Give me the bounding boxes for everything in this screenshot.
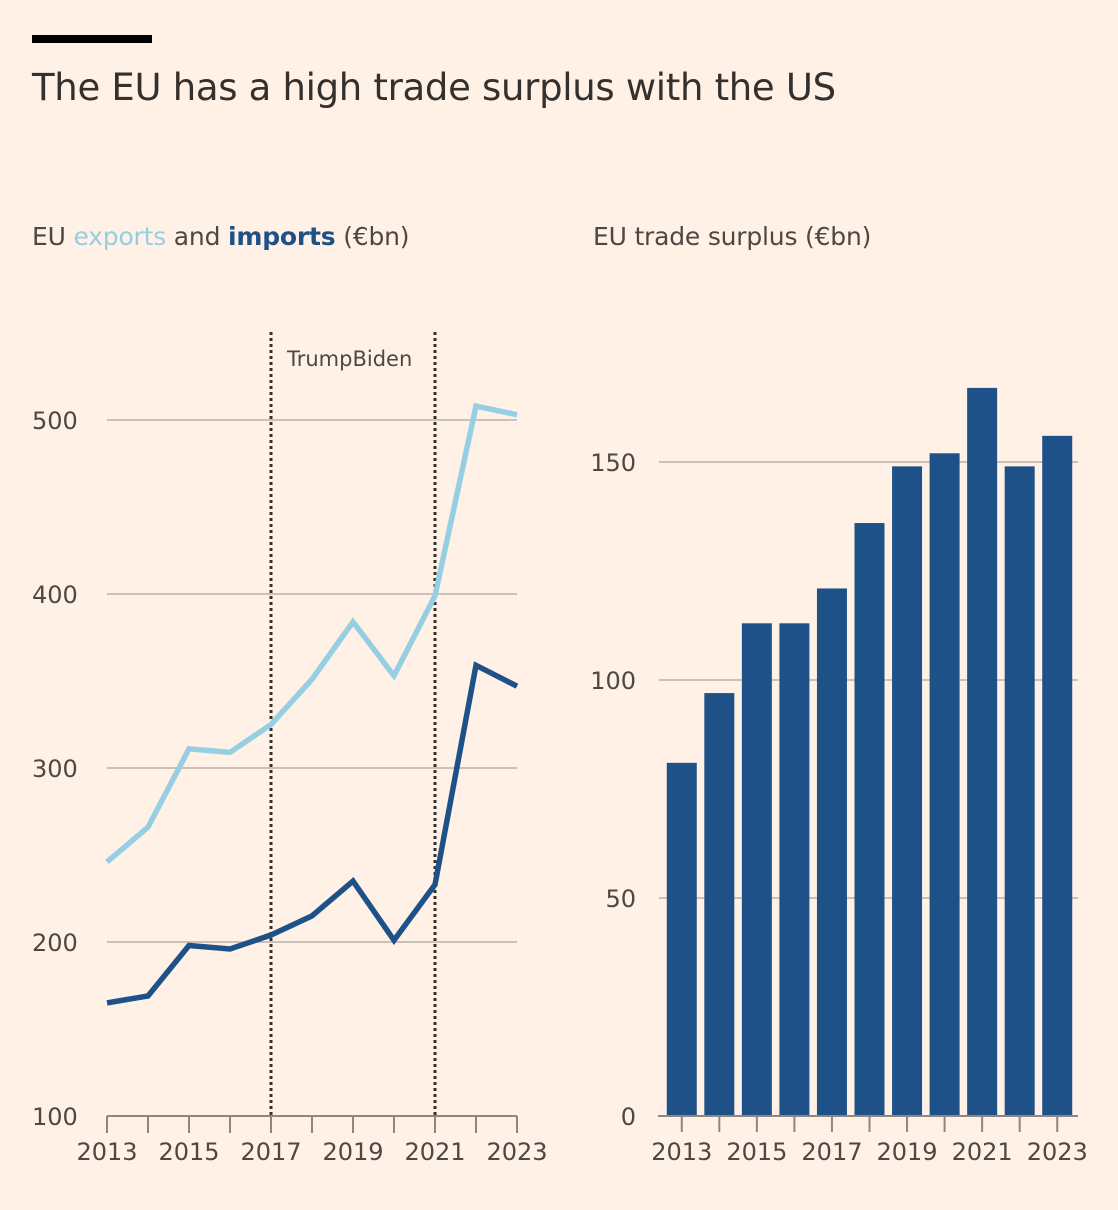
x-tick-label: 2021	[952, 1138, 1013, 1166]
x-tick-label: 2015	[158, 1138, 219, 1166]
annotation-label: TrumpBiden	[286, 347, 412, 371]
bar-2021	[967, 387, 998, 1116]
legend-exports: exports	[73, 222, 167, 251]
y-tick-label: 400	[32, 581, 78, 609]
y-tick-label: 300	[32, 755, 78, 783]
bar-2016	[779, 623, 810, 1116]
subtitle-prefix: EU	[32, 222, 74, 251]
x-tick-label: 2023	[1027, 1138, 1088, 1166]
bar-2020	[929, 453, 960, 1116]
x-tick-label: 2019	[322, 1138, 383, 1166]
bar-2017	[816, 588, 847, 1116]
left-chart-subtitle: EU exports and imports (€bn)	[32, 222, 410, 251]
y-tick-label: 100	[590, 667, 636, 695]
x-tick-label: 2013	[76, 1138, 137, 1166]
x-tick-label: 2015	[726, 1138, 787, 1166]
legend-imports: imports	[228, 222, 336, 251]
x-tick-label: 2017	[240, 1138, 301, 1166]
y-tick-label: 500	[32, 407, 78, 435]
x-tick-label: 2013	[651, 1138, 712, 1166]
bar-2015	[741, 623, 772, 1116]
bar-2022	[1004, 466, 1035, 1116]
bar-2023	[1042, 435, 1073, 1117]
chart-title: The EU has a high trade surplus with the…	[32, 66, 836, 109]
x-tick-label: 2021	[404, 1138, 465, 1166]
y-tick-label: 0	[621, 1103, 636, 1131]
y-tick-label: 50	[605, 885, 636, 913]
bar-2018	[854, 523, 885, 1116]
x-tick-label: 2019	[877, 1138, 938, 1166]
x-tick-label: 2023	[486, 1138, 547, 1166]
x-tick-label: 2017	[801, 1138, 862, 1166]
bar-2014	[704, 693, 735, 1116]
right-chart-subtitle: EU trade surplus (€bn)	[593, 222, 872, 251]
y-tick-label: 150	[590, 449, 636, 477]
line-chart: 100 200 300 400 500 2013 2015 2017 2019 2021 2023 T…	[32, 332, 548, 1166]
header-rule	[32, 35, 152, 43]
y-tick-label: 100	[32, 1103, 78, 1131]
subtitle-and: and	[166, 222, 228, 251]
y-tick-label: 200	[32, 929, 78, 957]
bar-2013	[666, 762, 697, 1116]
bar-2019	[892, 466, 923, 1116]
subtitle-suffix: (€bn)	[335, 222, 410, 251]
